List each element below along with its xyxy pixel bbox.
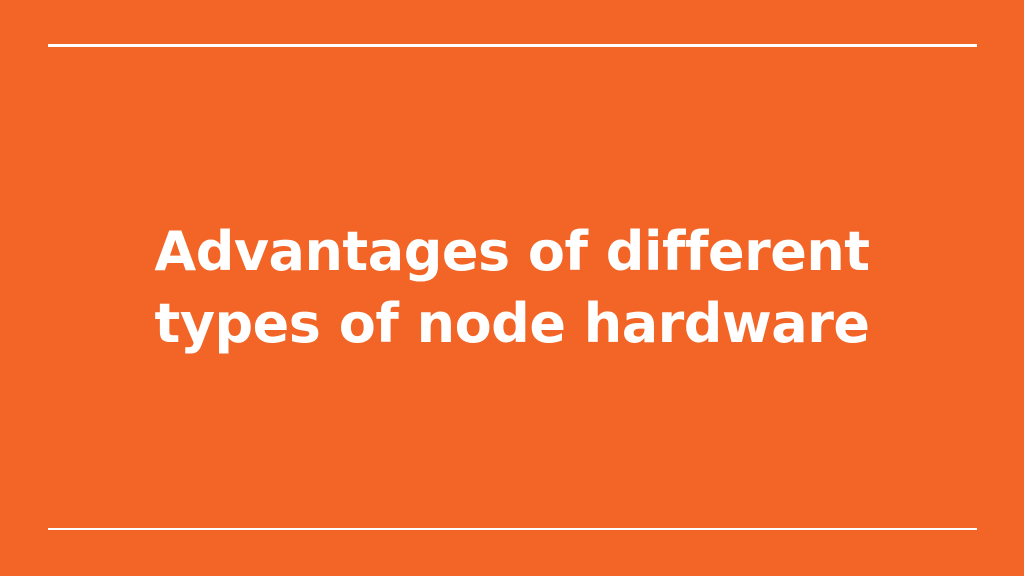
slide-title: Advantages of different types of node ha… [0, 216, 1024, 360]
bottom-divider [48, 528, 977, 530]
title-line-1: Advantages of different [154, 220, 870, 283]
top-divider [48, 44, 977, 47]
title-line-2: types of node hardware [154, 292, 871, 355]
